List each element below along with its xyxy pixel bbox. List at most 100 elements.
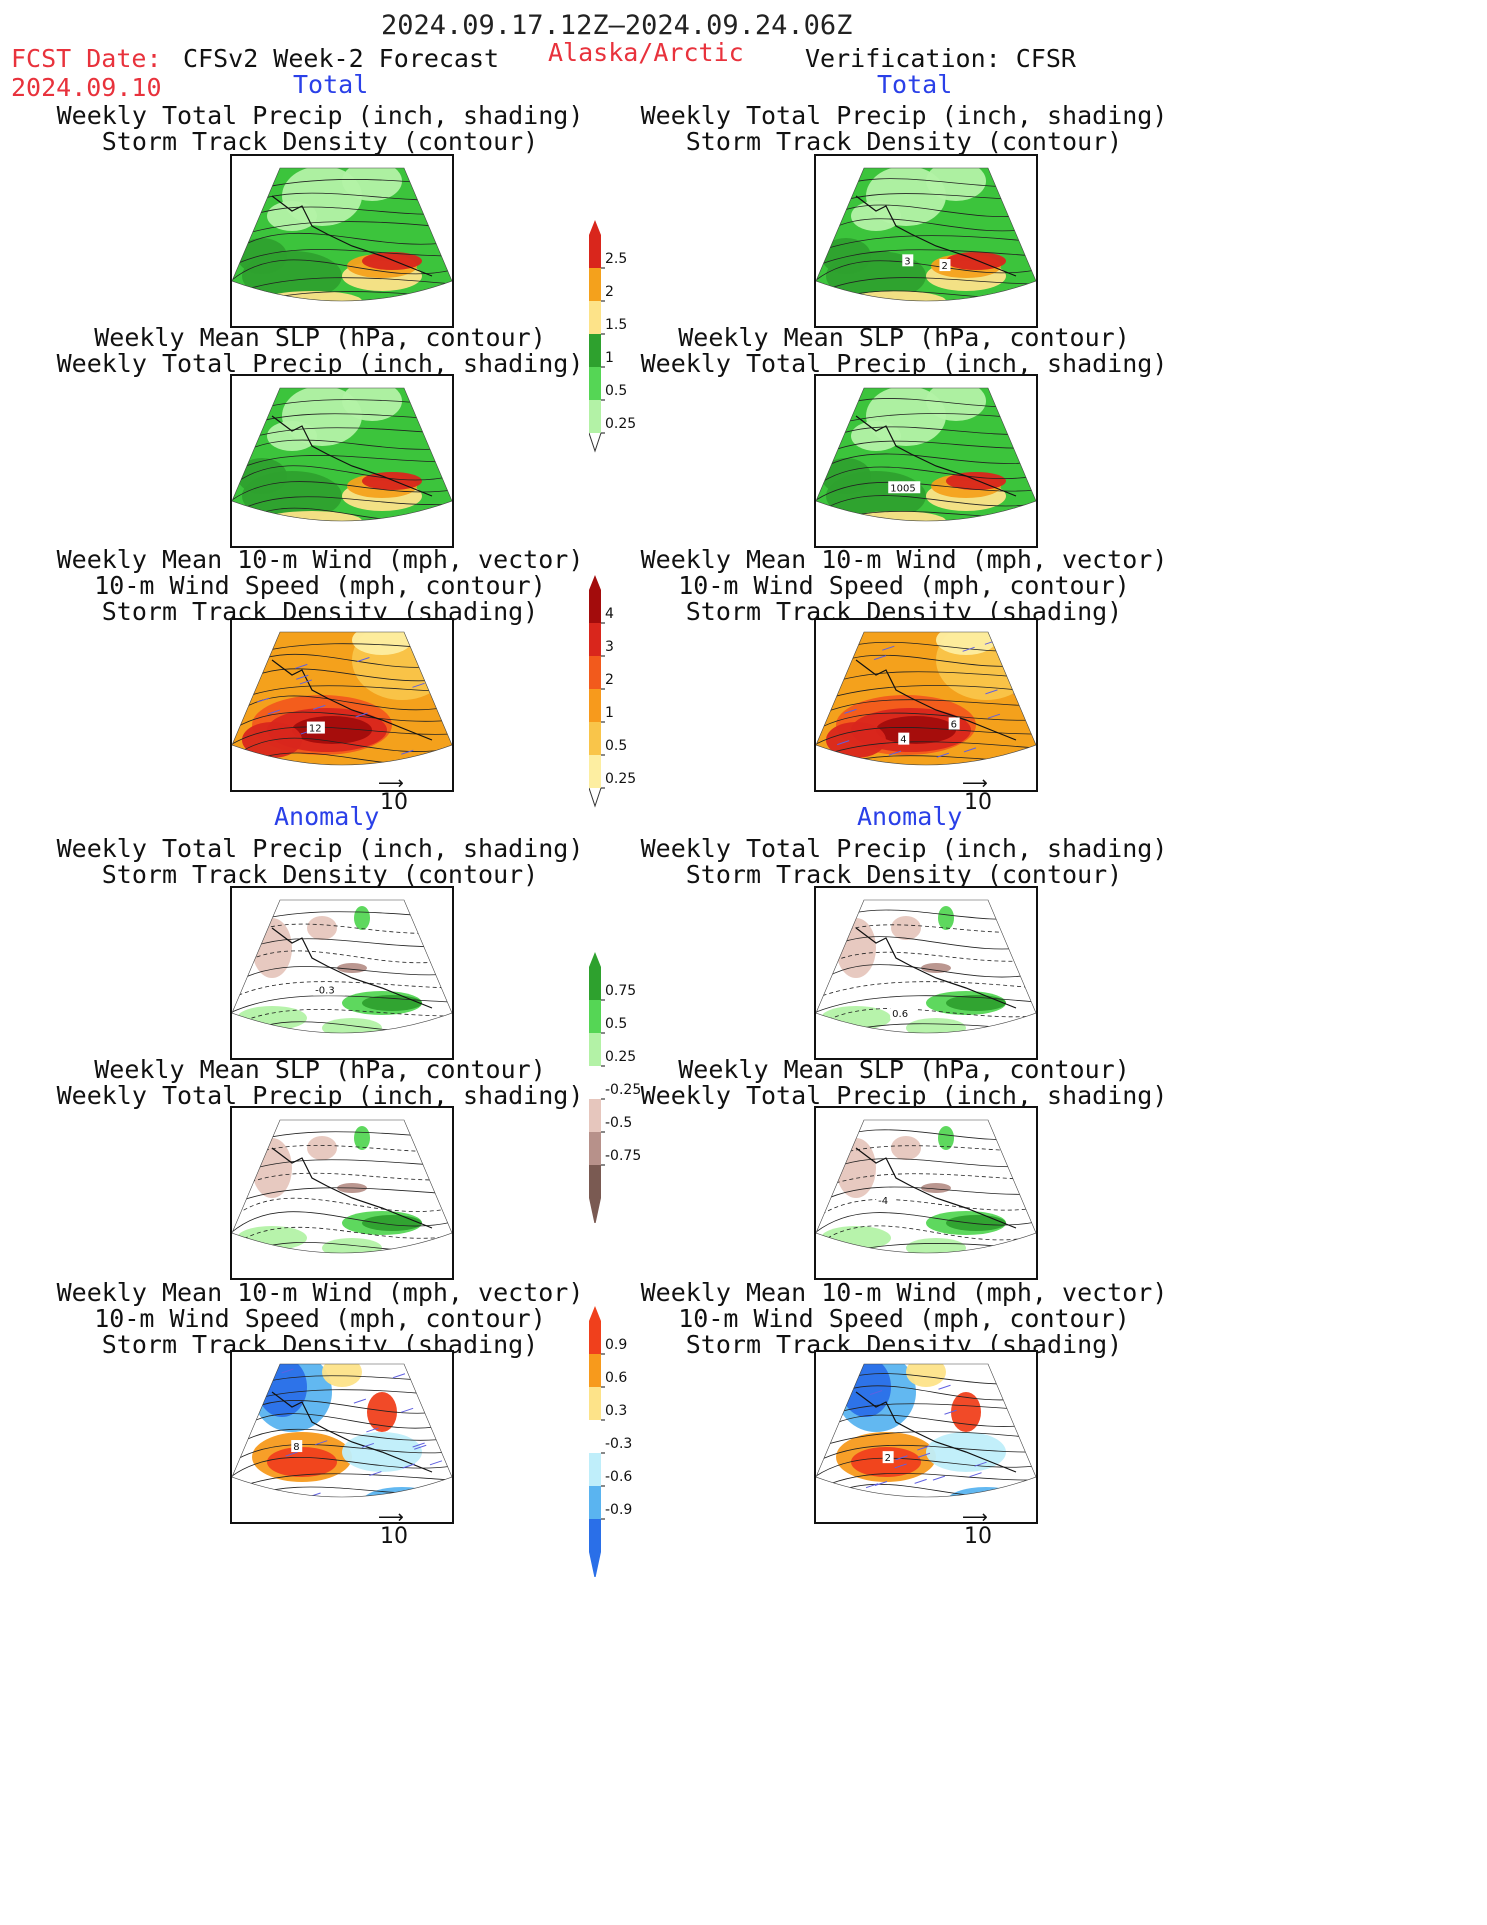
shading-region	[936, 632, 996, 655]
shading-region	[938, 906, 954, 930]
shading-region	[926, 388, 986, 421]
shading-region	[946, 995, 1006, 1011]
wind-vector	[962, 646, 975, 652]
wind-vector	[429, 1460, 443, 1466]
wind-vector	[412, 682, 425, 688]
wind-vector	[299, 764, 312, 765]
section-anomaly-left: Anomaly	[274, 802, 380, 831]
coastline	[855, 927, 1017, 1009]
contour-line	[232, 950, 452, 971]
wind-vector	[267, 709, 280, 715]
contour-line	[816, 964, 1036, 985]
wind-vector	[894, 1463, 907, 1469]
shading-region	[906, 1018, 966, 1033]
wind-vector	[938, 1384, 951, 1390]
colorbar-tick-label: 1.5	[605, 317, 628, 333]
shading-region	[257, 1364, 307, 1417]
shading-region	[891, 916, 921, 940]
wind-vector	[412, 1442, 425, 1448]
coastline	[855, 195, 1017, 277]
shading-region	[307, 1136, 337, 1160]
colorbar-swatch	[589, 1165, 601, 1198]
contour-line	[232, 465, 452, 487]
contour-label: 12	[309, 724, 322, 735]
colorbar-swatch	[589, 1321, 601, 1354]
wind-vector	[393, 759, 406, 765]
contour-line	[816, 741, 1036, 759]
contour-line	[232, 259, 452, 281]
contour-label: 1005	[890, 483, 915, 494]
wind-vector	[982, 1492, 995, 1497]
contour-line	[816, 1444, 1036, 1463]
wind-vector	[296, 674, 309, 680]
contour-line	[816, 277, 1036, 295]
coastline	[855, 1391, 1017, 1473]
shading-region	[851, 421, 901, 451]
wind-ref-value: 10	[964, 1524, 992, 1549]
contour-line	[816, 1431, 1036, 1449]
colorbar-storm-total: 4 3 2 1 0.5 0.25	[588, 575, 649, 817]
contour-label: 4	[900, 735, 906, 746]
contour-line	[232, 737, 452, 759]
contour-label: -0.3	[315, 986, 335, 997]
wind-vector	[974, 1461, 987, 1467]
contour-line	[816, 249, 1036, 267]
coastline	[271, 1147, 433, 1229]
contour-line	[816, 1457, 1036, 1477]
shading-region	[342, 168, 402, 201]
wind-ref-anom-left: ⟶ 10	[378, 1507, 408, 1550]
wind-vector	[369, 1471, 382, 1477]
wind-vector	[295, 663, 308, 669]
contour-line	[232, 455, 452, 473]
shading-region	[322, 1018, 382, 1033]
colorbar-tick-label: 0.25	[605, 771, 637, 787]
wind-vector	[299, 679, 313, 685]
shading-region	[906, 1364, 946, 1387]
shading-region	[826, 722, 886, 758]
colorbar-tick-label: 2.5	[605, 251, 628, 267]
section-anomaly-right: Anomaly	[857, 802, 963, 831]
wind-vector	[869, 1390, 883, 1396]
colorbar-tick-label: 0.3	[605, 1403, 628, 1419]
colorbar-swatch	[589, 400, 601, 433]
contour-line	[232, 1473, 452, 1491]
contour-label: 6	[951, 719, 957, 730]
wind-vector	[401, 749, 414, 755]
colorbar-swatch	[589, 1486, 601, 1519]
colorbar-swatch	[589, 689, 601, 722]
colorbar-tick-label: 0.75	[605, 983, 637, 999]
map-anom-precip-verification: 0.6	[814, 886, 1038, 1060]
wind-vector	[353, 1398, 367, 1404]
colorbar-swatch	[589, 1066, 601, 1099]
map-anom-slp-verification: -4	[814, 1106, 1038, 1280]
wind-vector	[844, 708, 857, 714]
colorbar-tick-label: -0.6	[605, 1469, 633, 1485]
coastline	[271, 927, 433, 1009]
wind-vector	[357, 657, 370, 662]
shading-region	[921, 963, 951, 973]
shading-region	[354, 1126, 370, 1150]
title-total-wind-left: Weekly Mean 10-m Wind (mph, vector) 10-m…	[56, 545, 584, 626]
wind-vector	[392, 1373, 406, 1379]
colorbar-swatch	[589, 755, 601, 788]
wind-vector	[400, 1407, 414, 1413]
wind-ref-value: 10	[380, 790, 408, 815]
colorbar-precip-anom: 0.75 0.5 0.25 -0.25 -0.5 -0.75	[589, 952, 649, 1227]
colorbar-swatch	[589, 334, 601, 367]
title-total-precip-left: Weekly Total Precip (inch, shading) Stor…	[56, 101, 584, 156]
wind-vector	[281, 1368, 294, 1374]
wind-vector	[315, 1440, 328, 1446]
colorbar-storm-anom: 0.9 0.6 0.3 -0.3 -0.6 -0.9	[589, 1306, 649, 1581]
contour-line	[816, 466, 1036, 487]
wind-vector	[1013, 689, 1026, 695]
shading-region	[367, 1392, 397, 1432]
section-total-right: Total	[877, 70, 953, 99]
shading-region	[267, 421, 317, 451]
contour-label: 3	[904, 256, 910, 267]
colorbar-swatch	[589, 1132, 601, 1165]
colorbar-swatch	[589, 656, 601, 689]
map-total-wind-forecast: 12	[230, 618, 454, 792]
contour-line	[816, 995, 1036, 1013]
contour-line	[816, 1225, 1036, 1247]
colorbar-swatch	[589, 1000, 601, 1033]
